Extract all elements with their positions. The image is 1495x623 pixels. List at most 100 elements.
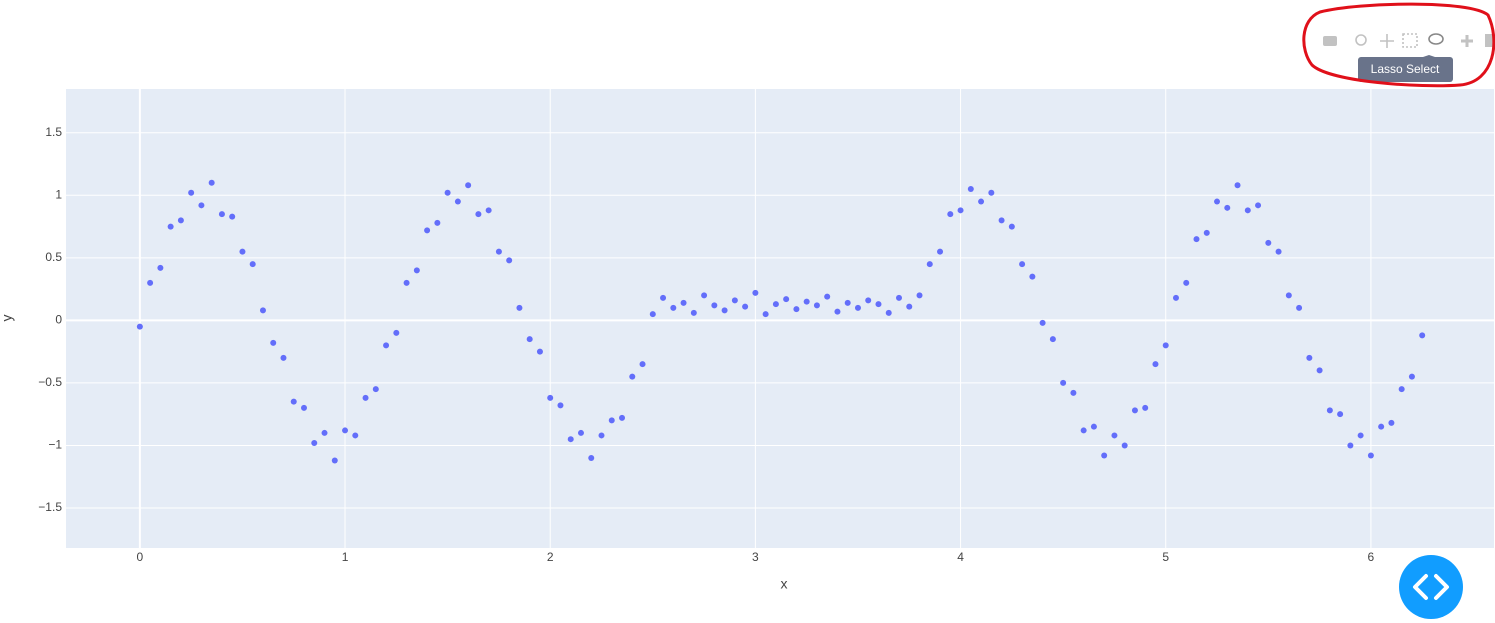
point xyxy=(1408,373,1415,380)
point xyxy=(1367,452,1374,459)
point xyxy=(639,361,646,368)
point xyxy=(434,219,441,226)
lasso-select-button[interactable] xyxy=(1428,33,1444,45)
point xyxy=(321,429,328,436)
code-button[interactable] xyxy=(1399,555,1463,619)
point xyxy=(1060,379,1067,386)
x-tick-label: 2 xyxy=(547,550,554,564)
point xyxy=(1090,423,1097,430)
points xyxy=(136,179,1426,464)
point xyxy=(588,454,595,461)
point xyxy=(1008,223,1015,230)
point xyxy=(947,211,954,218)
point xyxy=(1265,239,1272,246)
point xyxy=(926,261,933,268)
point xyxy=(393,329,400,336)
point xyxy=(301,404,307,411)
x-axis-title: x xyxy=(781,576,788,592)
point xyxy=(249,261,256,268)
point xyxy=(1111,432,1118,439)
point xyxy=(608,417,615,424)
point xyxy=(557,402,564,409)
point xyxy=(762,311,769,318)
point xyxy=(1162,342,1169,349)
code-icon xyxy=(1413,574,1449,600)
point xyxy=(957,207,964,214)
point xyxy=(978,198,985,205)
zoom-out-button[interactable] xyxy=(1485,34,1493,47)
point xyxy=(1070,389,1077,396)
point xyxy=(424,227,431,234)
point xyxy=(844,299,851,306)
point xyxy=(998,217,1005,224)
point xyxy=(711,302,718,309)
point xyxy=(1142,404,1149,411)
point xyxy=(1172,294,1179,301)
point xyxy=(1080,427,1087,434)
point xyxy=(372,386,379,393)
camera-button[interactable] xyxy=(1323,36,1337,46)
point xyxy=(1357,432,1364,439)
point xyxy=(752,289,759,296)
y-tick-label: −0.5 xyxy=(38,375,62,389)
point xyxy=(1347,442,1354,449)
point xyxy=(208,179,215,186)
x-tick-label: 6 xyxy=(1368,550,1375,564)
y-tick-label: −1 xyxy=(48,438,62,452)
point xyxy=(1326,407,1333,414)
point xyxy=(239,248,246,255)
point xyxy=(1296,304,1303,311)
point xyxy=(885,309,892,316)
y-axis-title: y xyxy=(0,315,15,322)
tooltip-text: Lasso Select xyxy=(1371,62,1440,76)
point xyxy=(1388,419,1395,426)
point xyxy=(1337,411,1344,418)
point xyxy=(783,296,790,303)
point xyxy=(649,311,656,318)
point xyxy=(1398,386,1405,393)
point xyxy=(218,211,225,218)
tooltip xyxy=(1358,57,1453,82)
grid xyxy=(66,89,1494,548)
point xyxy=(731,297,738,304)
point xyxy=(270,339,277,346)
point xyxy=(465,182,472,189)
x-tick-label: 3 xyxy=(752,550,759,564)
zoom-button[interactable] xyxy=(1355,34,1367,46)
point xyxy=(854,304,861,311)
point xyxy=(485,207,492,214)
point xyxy=(1203,229,1210,236)
point xyxy=(136,323,143,330)
pan-button[interactable] xyxy=(1380,34,1394,48)
tooltip-arrow xyxy=(1423,55,1435,57)
point xyxy=(506,257,513,264)
x-tick-label: 0 xyxy=(137,550,144,564)
point xyxy=(311,439,318,446)
point xyxy=(988,189,995,196)
modebar xyxy=(1323,33,1493,48)
point xyxy=(157,264,164,271)
x-tick-label: 1 xyxy=(342,550,349,564)
point xyxy=(721,307,728,314)
point xyxy=(1316,367,1323,374)
point xyxy=(1378,423,1385,430)
point xyxy=(1214,198,1221,205)
box-select-button[interactable] xyxy=(1402,33,1418,48)
highlight-circle xyxy=(1302,2,1495,88)
point xyxy=(1255,202,1262,209)
point xyxy=(1152,361,1159,368)
point xyxy=(865,297,872,304)
zoom-in-button[interactable] xyxy=(1461,35,1473,47)
point xyxy=(875,301,882,308)
point xyxy=(670,304,677,311)
point xyxy=(1285,292,1292,299)
point xyxy=(598,432,605,439)
point xyxy=(413,267,420,274)
point xyxy=(967,186,974,193)
point xyxy=(1019,261,1026,268)
y-tick-label: −1.5 xyxy=(38,500,62,514)
point xyxy=(1183,279,1190,286)
point xyxy=(1419,332,1426,339)
y-tick-label: 1 xyxy=(55,187,62,201)
